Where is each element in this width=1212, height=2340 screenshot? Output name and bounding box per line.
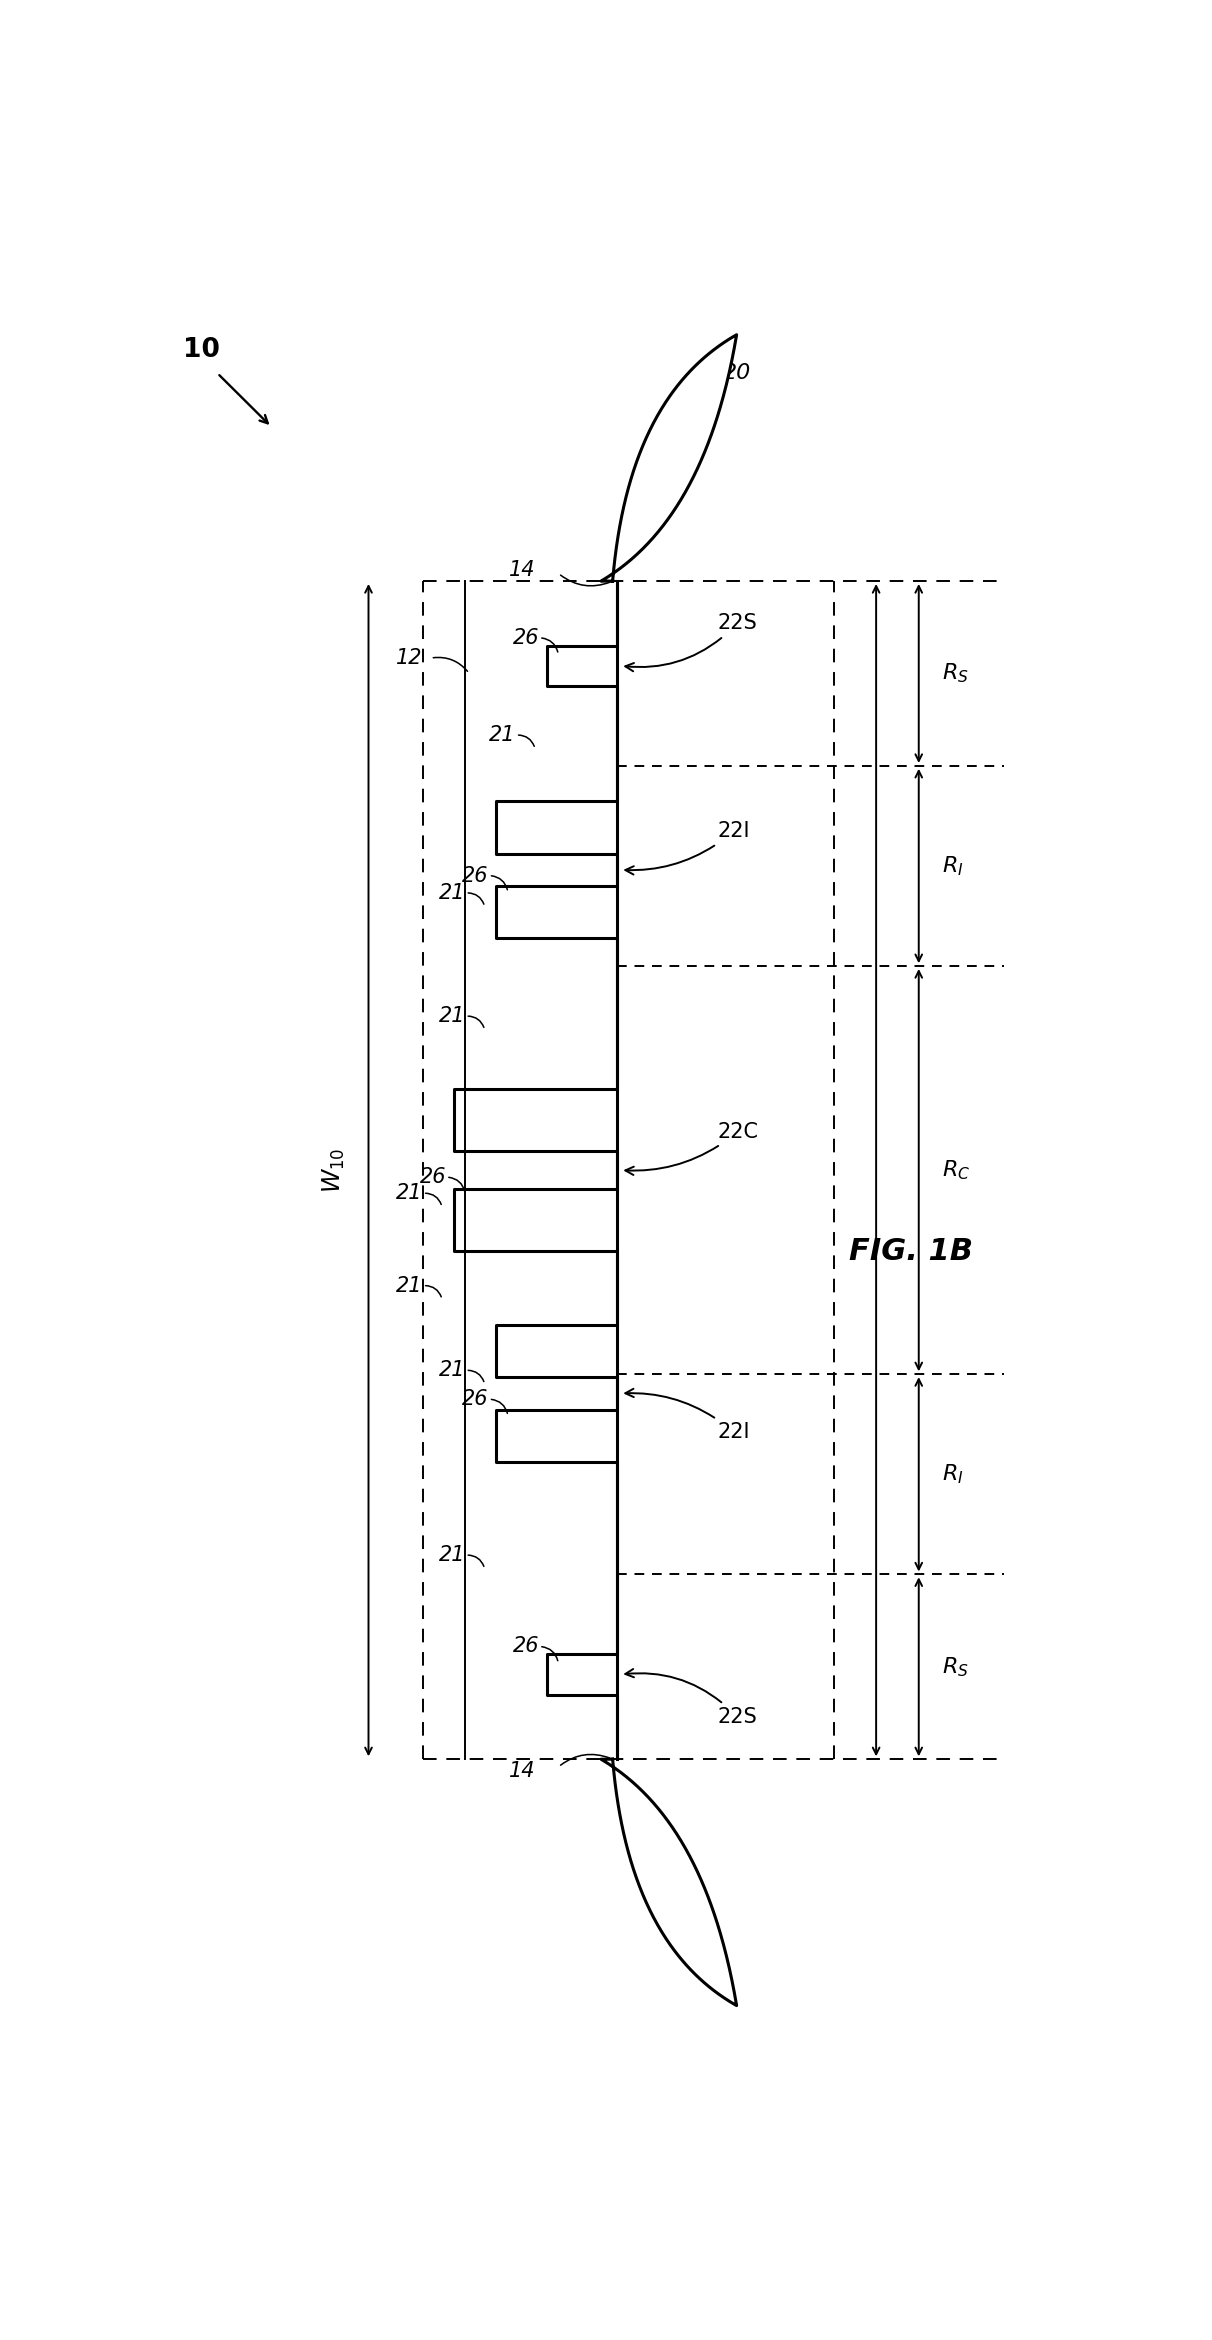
Text: 26: 26 — [513, 1636, 539, 1657]
Text: 21: 21 — [396, 1275, 423, 1296]
Text: 22S: 22S — [625, 613, 758, 672]
Polygon shape — [601, 335, 737, 580]
Text: $R_S$: $R_S$ — [942, 662, 968, 686]
Text: $R_S$: $R_S$ — [942, 1654, 968, 1678]
Text: $R_C$: $R_C$ — [942, 1158, 971, 1182]
Polygon shape — [601, 1760, 737, 2005]
Text: 21: 21 — [439, 882, 465, 903]
Text: $R_I$: $R_I$ — [942, 854, 964, 878]
Text: 22C: 22C — [625, 1121, 759, 1175]
Text: 20: 20 — [722, 363, 750, 384]
Text: 21: 21 — [439, 1006, 465, 1027]
Text: 26: 26 — [419, 1168, 446, 1186]
Text: 22I: 22I — [625, 1388, 750, 1441]
Text: 26: 26 — [513, 627, 539, 648]
Text: 21: 21 — [439, 1360, 465, 1381]
Text: $R_I$: $R_I$ — [942, 1462, 964, 1486]
Text: 22S: 22S — [625, 1668, 758, 1727]
Text: 26: 26 — [462, 866, 488, 885]
Text: 14: 14 — [509, 559, 536, 580]
Text: 26: 26 — [462, 1390, 488, 1409]
Text: 12: 12 — [396, 648, 423, 669]
Text: 22I: 22I — [625, 821, 750, 875]
Text: 10: 10 — [183, 337, 221, 363]
Text: $W_{10}$: $W_{10}$ — [320, 1147, 347, 1193]
Text: FIG. 1B: FIG. 1B — [848, 1236, 973, 1266]
Text: 14: 14 — [509, 1760, 536, 1781]
Text: 21: 21 — [490, 725, 516, 744]
Text: 21: 21 — [439, 1544, 465, 1565]
Text: 21: 21 — [396, 1184, 423, 1203]
